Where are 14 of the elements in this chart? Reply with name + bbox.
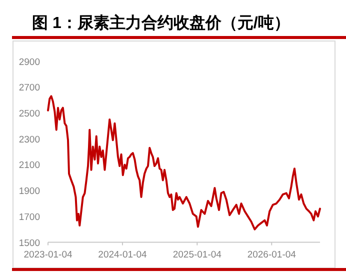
chart-title: 图 1：尿素主力合约收盘价（元/吨）	[32, 13, 290, 32]
y-tick-label: 1900	[18, 186, 40, 198]
line-series	[47, 95, 321, 230]
x-tick-label: 2026-01-04	[247, 249, 296, 260]
y-tick-label: 1500	[18, 238, 40, 249]
y-tick-label: 1700	[18, 212, 40, 223]
y-tick-label: 2100	[18, 160, 40, 172]
x-tick-label: 2024-01-04	[98, 249, 147, 260]
x-tick-label: 2025-01-04	[172, 249, 222, 260]
y-tick-label: 2300	[18, 134, 40, 146]
x-tick-label: 2023-01-04	[24, 249, 72, 260]
y-tick-label: 2500	[18, 108, 40, 120]
y-tick-label: 2700	[18, 82, 40, 94]
y-tick-label: 2900	[18, 56, 40, 68]
